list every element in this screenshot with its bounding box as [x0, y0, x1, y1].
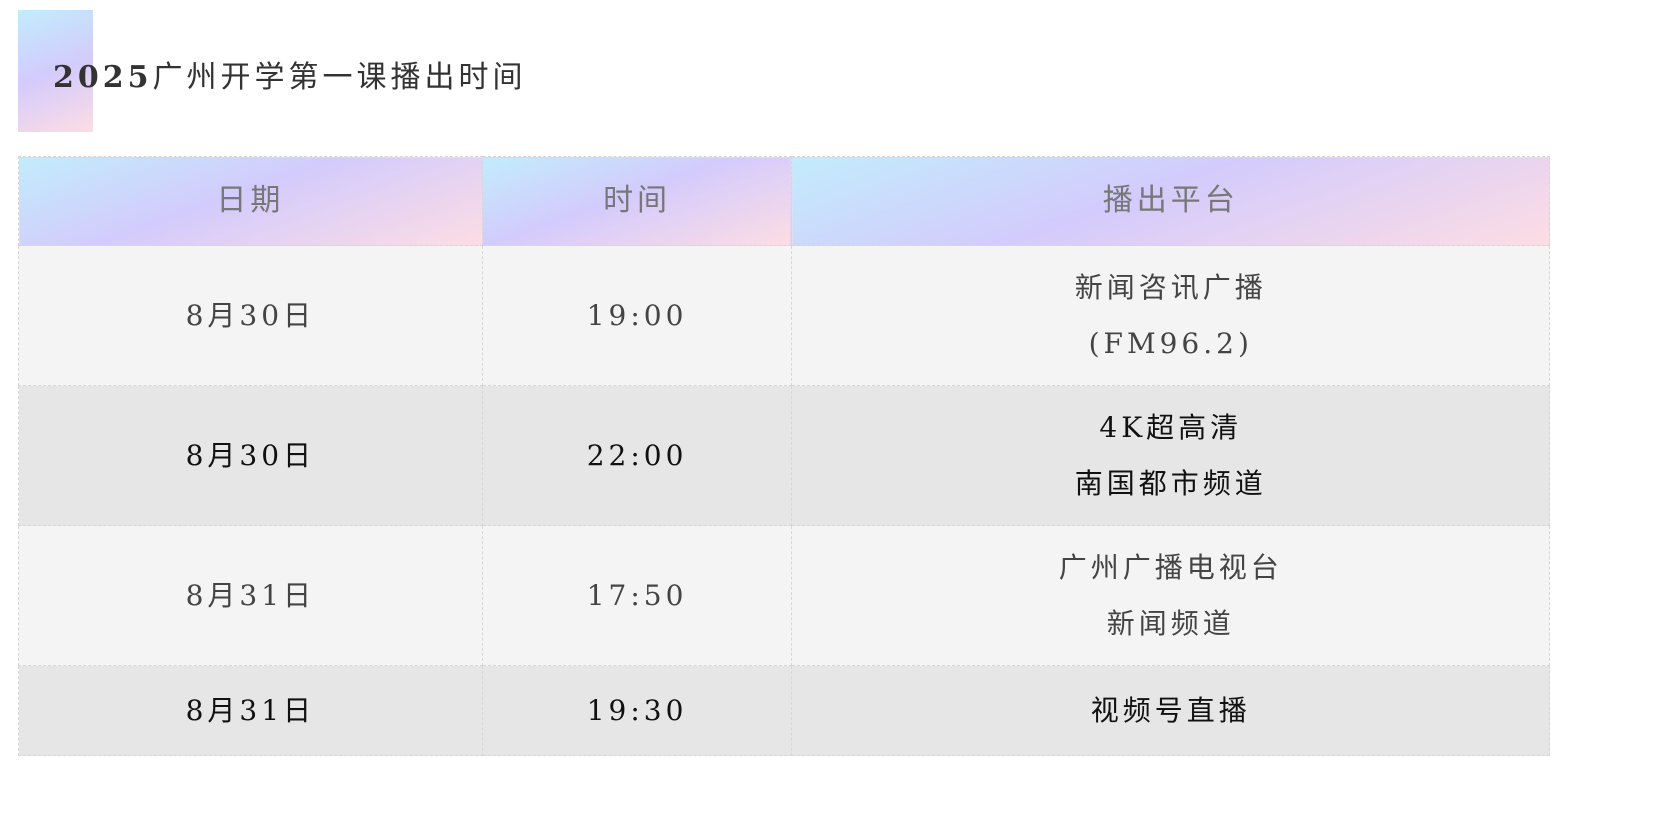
- date-cell: 8月31日: [18, 525, 483, 666]
- header-platform: 播出平台: [791, 156, 1550, 246]
- platform-cell: 广州广播电视台 新闻频道: [791, 525, 1550, 666]
- date-cell: 8月30日: [18, 385, 483, 526]
- page-title: 2025广州开学第一课播出时间: [53, 52, 527, 96]
- date-cell: 8月31日: [18, 665, 483, 756]
- platform-line: 视频号直播: [1090, 693, 1251, 727]
- platform-cell: 4K超高清南国都市频道: [791, 385, 1550, 526]
- table-row: 8月31日 17:50 广州广播电视台 新闻频道: [18, 525, 1550, 666]
- table-header-row: 日期 时间 播出平台: [18, 156, 1550, 246]
- title-text: 广州开学第一课播出时间: [152, 60, 527, 95]
- table-row: 8月31日 19:30 视频号直播: [18, 665, 1550, 756]
- platform-line: (FM96.2): [1088, 326, 1253, 360]
- header-time: 时间: [481, 156, 793, 246]
- title-accent-bar: [18, 10, 93, 132]
- platform-line: 南国都市频道: [1074, 466, 1267, 500]
- platform-line: 4K超高清: [1099, 410, 1243, 444]
- table-row: 8月30日 22:00 4K超高清南国都市频道: [18, 385, 1550, 526]
- time-cell: 19:00: [481, 245, 793, 386]
- platform-line: 广州广播电视台: [1058, 550, 1283, 584]
- platform-line: 新闻频道: [1106, 606, 1235, 640]
- time-cell: 22:00: [481, 385, 793, 526]
- platform-line: 新闻咨讯广播: [1074, 270, 1267, 304]
- header-date: 日期: [18, 156, 483, 246]
- date-cell: 8月30日: [18, 245, 483, 386]
- table-row: 8月30日 19:00 新闻咨讯广播 (FM96.2): [18, 245, 1550, 386]
- time-cell: 19:30: [481, 665, 793, 756]
- title-year: 2025: [53, 60, 153, 95]
- time-cell: 17:50: [481, 525, 793, 666]
- platform-cell: 视频号直播: [791, 665, 1550, 756]
- platform-cell: 新闻咨讯广播 (FM96.2): [791, 245, 1550, 386]
- schedule-table: 日期 时间 播出平台 8月30日 19:00 新闻咨讯广播 (FM96.2) 8月…: [18, 156, 1550, 756]
